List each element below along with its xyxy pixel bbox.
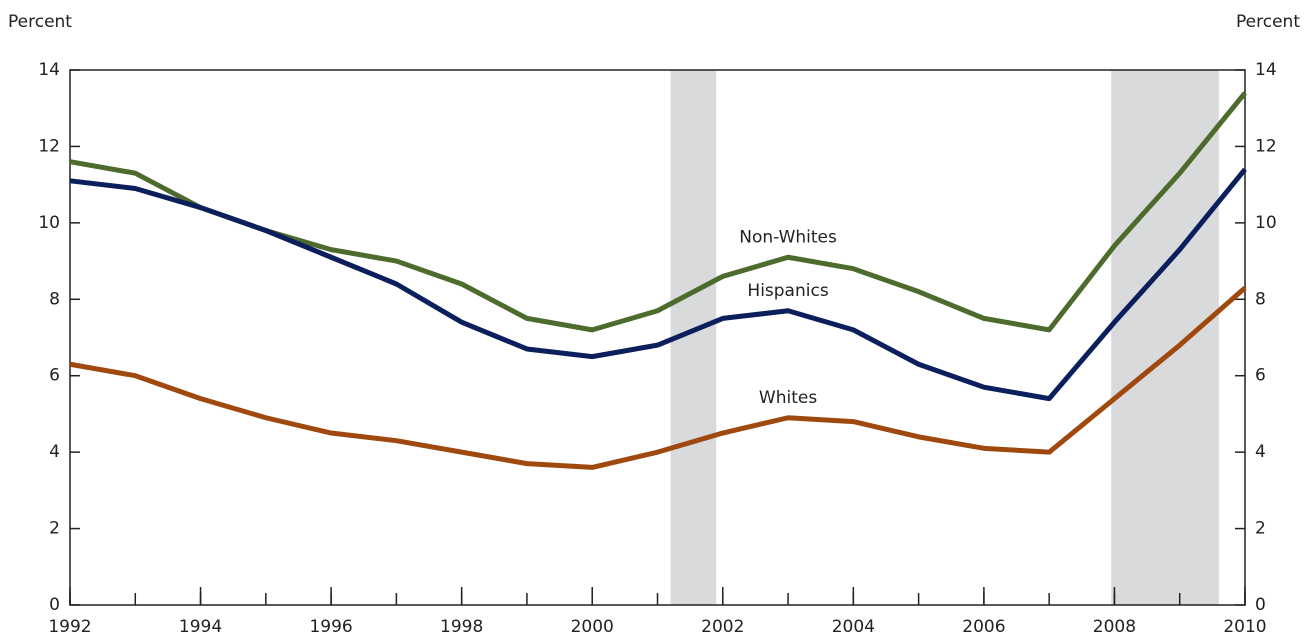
x-tick-label: 2010 <box>1223 617 1266 637</box>
y-tick-label: 0 <box>49 595 60 615</box>
y2-tick-label: 8 <box>1255 289 1266 309</box>
series-line <box>69 91 1247 333</box>
x-tick-label: 1994 <box>179 617 222 637</box>
y-tick-label: 10 <box>38 213 60 233</box>
x-tick-label: 2002 <box>701 617 744 637</box>
y-tick-label: 8 <box>49 289 60 309</box>
y-tick-label: 14 <box>38 60 60 80</box>
x-tick-label: 2006 <box>962 617 1005 637</box>
series-line <box>69 285 1247 470</box>
recession-shade <box>1111 70 1219 605</box>
series-line <box>69 167 1247 402</box>
y-tick-label: 4 <box>49 442 60 462</box>
y2-tick-label: 4 <box>1255 442 1266 462</box>
x-tick-label: 2008 <box>1093 617 1136 637</box>
y-axis-label: Percent <box>8 12 72 32</box>
y-tick-label: 2 <box>49 519 60 539</box>
y2-tick-label: 12 <box>1255 136 1277 156</box>
y2-tick-label: 14 <box>1255 60 1277 80</box>
x-tick-label: 1996 <box>309 617 352 637</box>
y2-tick-label: 6 <box>1255 366 1266 386</box>
x-tick-label: 2000 <box>571 617 614 637</box>
plot-frame <box>69 69 1246 606</box>
x-tick-label: 2004 <box>832 617 875 637</box>
series-label: Whites <box>759 388 817 408</box>
y2-tick-label: 0 <box>1255 595 1266 615</box>
y-tick-label: 6 <box>49 366 60 386</box>
series-label: Non-Whites <box>739 227 837 247</box>
y2-axis-label: Percent <box>1236 12 1300 32</box>
series-label: Hispanics <box>747 281 828 301</box>
y-tick-label: 12 <box>38 136 60 156</box>
x-tick-label: 1998 <box>440 617 483 637</box>
y2-tick-label: 2 <box>1255 519 1266 539</box>
x-tick-label: 1992 <box>48 617 91 637</box>
y2-tick-label: 10 <box>1255 213 1277 233</box>
